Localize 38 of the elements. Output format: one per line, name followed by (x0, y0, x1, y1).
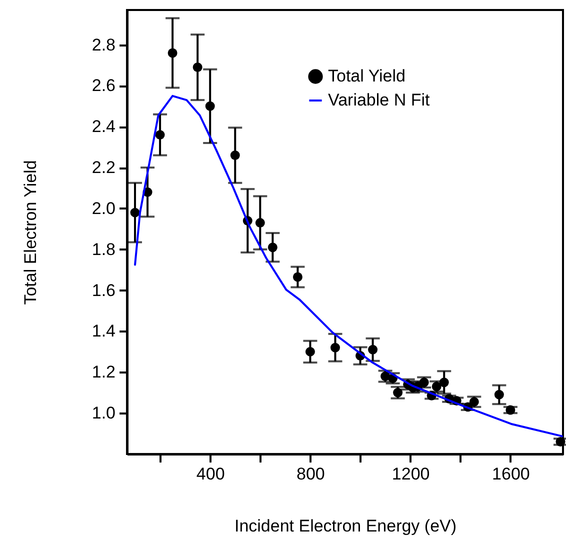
point (305, 346, 315, 356)
y-tick-label: 1.2 (92, 362, 116, 382)
point (469, 397, 479, 407)
point (268, 242, 278, 252)
point (368, 344, 378, 354)
point (494, 390, 504, 400)
x-tick-label: 1600 (492, 464, 530, 484)
point (439, 378, 449, 388)
y-tick-label: 2.8 (92, 35, 116, 54)
y-axis-title: Total Electron Yield (20, 160, 40, 305)
y-tick-label: 1.4 (92, 322, 116, 341)
legend-label: Variable N Fit (328, 90, 430, 110)
y-tick-label: 2.4 (92, 117, 116, 136)
x-tick-label: 800 (296, 464, 325, 484)
point (556, 436, 566, 446)
y-tick-label: 2.0 (92, 198, 116, 218)
point (330, 342, 340, 352)
point (432, 382, 442, 392)
y-tick-label: 2.6 (92, 76, 116, 96)
point (230, 150, 240, 160)
point (168, 48, 178, 58)
legend-label: Total Yield (328, 66, 406, 86)
y-tick-label: 1.8 (92, 240, 116, 259)
point (292, 272, 302, 282)
point (393, 388, 403, 398)
x-axis-title: Incident Electron Energy (eV) (234, 516, 457, 536)
point (506, 405, 516, 415)
y-tick-label: 2.2 (92, 158, 116, 178)
x-tick-label: 1200 (392, 464, 430, 484)
point (155, 130, 165, 140)
point (205, 101, 215, 111)
y-tick-label: 1.6 (92, 280, 116, 300)
point (419, 378, 429, 388)
x-tick-label: 400 (196, 464, 225, 484)
point (192, 62, 202, 72)
y-tick-label: 1.0 (92, 404, 116, 423)
point (130, 208, 140, 218)
point (255, 218, 265, 228)
